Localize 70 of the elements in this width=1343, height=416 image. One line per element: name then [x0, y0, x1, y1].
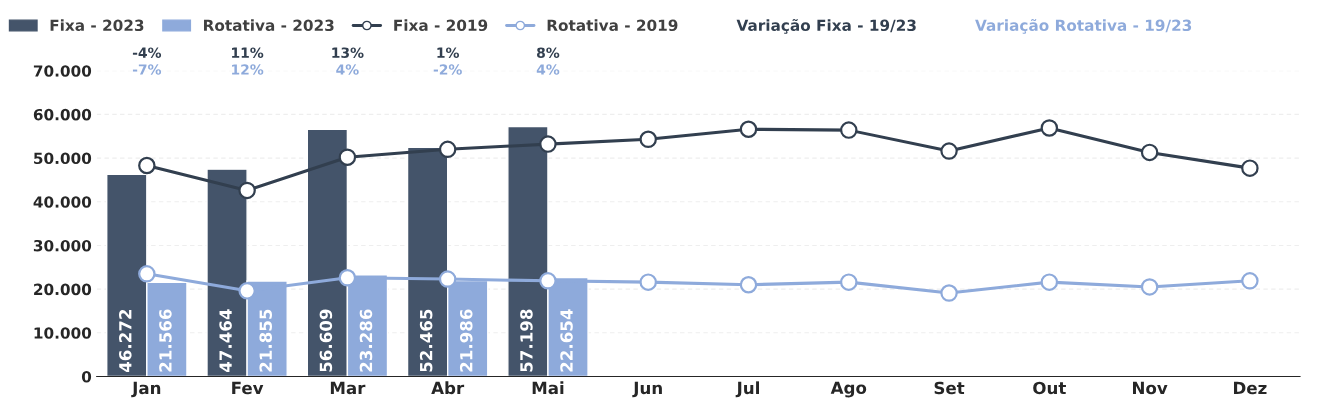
legend-label: Fixa - 2019: [394, 19, 488, 32]
data-label: 57.198: [520, 309, 533, 372]
y-tick-label: 20.000: [34, 283, 92, 296]
x-tick-label: Jun: [632, 381, 662, 398]
point: [940, 142, 958, 160]
x-tick-label: Abr: [431, 381, 465, 395]
legend-label: Fixa - 2023: [50, 19, 144, 32]
legend-label: Rotativa - 2023: [204, 19, 334, 32]
y-tick-label: 10.000: [34, 327, 92, 339]
point: [338, 148, 357, 166]
point: [739, 276, 758, 294]
text: 4%: [336, 64, 359, 75]
data-label: 46.272: [119, 309, 132, 373]
data-label: 47.464: [219, 309, 232, 373]
legend-label: Variação Fixa - 19/23: [736, 18, 916, 34]
point: [840, 273, 858, 291]
point: [1241, 159, 1259, 177]
data-label: 21.566: [159, 309, 172, 372]
point: [138, 265, 156, 283]
x-tick-label: Fev: [232, 381, 264, 395]
y-tick-label: 30.000: [33, 239, 92, 252]
x-tick-label: Dez: [1234, 381, 1267, 395]
data-label: 22.654: [560, 309, 573, 372]
text: 8%: [537, 47, 560, 58]
point: [1040, 119, 1059, 137]
x-tick-label: Nov: [1133, 381, 1168, 395]
data-label: 21.855: [259, 309, 272, 372]
x-tick-label: Set: [934, 381, 965, 395]
point: [940, 284, 958, 302]
point: [338, 269, 357, 287]
y-tick-label: 0: [81, 370, 92, 383]
point: [539, 135, 557, 153]
text: -7%: [132, 64, 162, 75]
y-tick-label: 40.000: [33, 196, 92, 208]
x-tick-label: Jul: [735, 381, 759, 398]
point: [138, 156, 156, 175]
point: [539, 272, 557, 290]
x-tick-label: Ago: [830, 381, 867, 398]
text: 11%: [232, 47, 264, 58]
y-tick-label: 60.000: [33, 108, 92, 121]
x-tick-label: Jan: [131, 381, 161, 398]
text: -2%: [433, 64, 462, 75]
text: 1%: [437, 47, 460, 58]
point: [438, 270, 457, 288]
data-label: 23.286: [359, 309, 373, 372]
point: [639, 130, 657, 149]
point: [1241, 272, 1259, 290]
point: [639, 273, 657, 291]
legend-label: Rotativa - 2019: [547, 19, 678, 32]
y-tick-label: 70.000: [33, 65, 92, 77]
text: 13%: [332, 47, 364, 58]
point: [238, 181, 256, 200]
point: [739, 120, 758, 138]
point: [1140, 143, 1159, 162]
point: [1040, 273, 1059, 291]
point: [1140, 278, 1159, 296]
data-label: 52.465: [419, 309, 433, 372]
point: [840, 121, 858, 139]
point: [438, 140, 457, 159]
y-tick-label: 50.000: [34, 152, 92, 165]
text: -4%: [132, 47, 162, 58]
x-tick-label: Mar: [330, 381, 366, 395]
legend-label: Variação Rotativa - 19/23: [975, 18, 1192, 34]
point: [238, 282, 256, 300]
text: 4%: [536, 64, 560, 75]
text: 12%: [232, 64, 264, 75]
data-label: 56.609: [319, 309, 333, 372]
x-tick-label: Mai: [532, 381, 564, 395]
data-label: 21.986: [459, 309, 473, 372]
x-tick-label: Out: [1033, 381, 1066, 395]
